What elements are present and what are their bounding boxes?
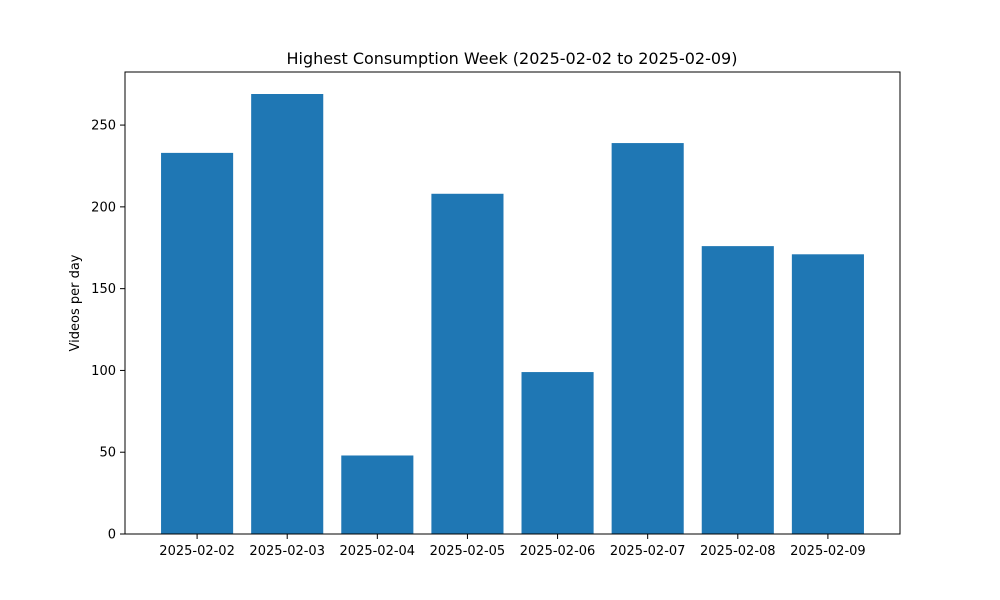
bar-2025-02-05 bbox=[431, 193, 504, 534]
bar-2025-02-02 bbox=[161, 152, 234, 534]
bar-2025-02-03 bbox=[251, 94, 324, 534]
x-tick-label: 2025-02-04 bbox=[340, 544, 416, 559]
y-tick-label: 250 bbox=[91, 119, 116, 134]
y-tick-label: 200 bbox=[91, 200, 116, 215]
x-tick-label: 2025-02-03 bbox=[249, 544, 325, 559]
x-tick-label: 2025-02-07 bbox=[610, 544, 686, 559]
x-tick-label: 2025-02-06 bbox=[520, 544, 596, 559]
x-tick-label: 2025-02-08 bbox=[700, 544, 776, 559]
bar-2025-02-06 bbox=[521, 372, 594, 534]
chart-title: Highest Consumption Week (2025-02-02 to … bbox=[287, 49, 738, 68]
y-axis-label: Videos per day bbox=[68, 254, 83, 351]
bar-2025-02-08 bbox=[701, 246, 774, 534]
x-tick-label: 2025-02-09 bbox=[790, 544, 866, 559]
x-tick-label: 2025-02-02 bbox=[159, 544, 235, 559]
y-axis-ticks: 0 50 100 150 200 250 bbox=[91, 119, 125, 543]
bars bbox=[161, 94, 864, 535]
y-tick-label: 50 bbox=[99, 446, 116, 461]
y-tick-label: 100 bbox=[91, 364, 116, 379]
bar-2025-02-07 bbox=[611, 143, 684, 535]
bar-2025-02-09 bbox=[791, 254, 864, 534]
y-tick-label: 0 bbox=[108, 528, 116, 543]
y-tick-label: 150 bbox=[91, 282, 116, 297]
x-tick-label: 2025-02-05 bbox=[430, 544, 506, 559]
bar-2025-02-04 bbox=[341, 455, 414, 534]
plot-frame bbox=[124, 71, 901, 535]
x-axis-ticks: 2025-02-02 2025-02-03 2025-02-04 2025-02-05… bbox=[159, 534, 866, 559]
